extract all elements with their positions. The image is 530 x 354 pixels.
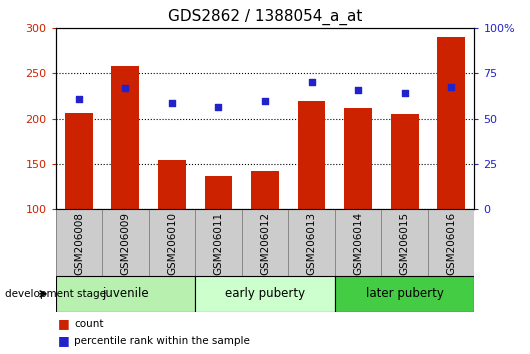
Text: later puberty: later puberty xyxy=(366,287,444,300)
Text: GSM206016: GSM206016 xyxy=(446,212,456,275)
Bar xyxy=(428,209,474,276)
Point xyxy=(400,91,409,96)
Text: GDS2862 / 1388054_a_at: GDS2862 / 1388054_a_at xyxy=(168,9,362,25)
Bar xyxy=(381,209,428,276)
Text: GSM206014: GSM206014 xyxy=(353,212,363,275)
Text: development stage: development stage xyxy=(5,289,107,299)
Text: GSM206008: GSM206008 xyxy=(74,212,84,275)
Text: early puberty: early puberty xyxy=(225,287,305,300)
Text: GSM206011: GSM206011 xyxy=(214,212,224,275)
Text: juvenile: juvenile xyxy=(102,287,149,300)
Bar xyxy=(195,209,242,276)
Bar xyxy=(102,209,149,276)
Bar xyxy=(297,102,325,209)
Bar xyxy=(149,209,195,276)
Point xyxy=(75,96,83,102)
Bar xyxy=(205,176,233,209)
Bar xyxy=(65,113,93,209)
Bar xyxy=(335,209,381,276)
Point xyxy=(214,104,223,110)
Point xyxy=(121,85,130,91)
Point xyxy=(167,101,176,106)
Bar xyxy=(251,171,279,209)
Point xyxy=(307,80,316,85)
Point xyxy=(447,84,455,90)
Text: count: count xyxy=(74,319,104,329)
Bar xyxy=(288,209,335,276)
Bar xyxy=(437,38,465,209)
Bar xyxy=(111,66,139,209)
Bar xyxy=(242,209,288,276)
Bar xyxy=(344,108,372,209)
Bar xyxy=(195,276,335,312)
Text: GSM206009: GSM206009 xyxy=(120,212,130,275)
Text: GSM206013: GSM206013 xyxy=(306,212,316,275)
Bar xyxy=(335,276,474,312)
Text: ■: ■ xyxy=(58,334,70,347)
Point xyxy=(261,99,269,104)
Bar xyxy=(56,276,195,312)
Bar xyxy=(158,160,186,209)
Point xyxy=(354,87,363,92)
Text: percentile rank within the sample: percentile rank within the sample xyxy=(74,336,250,346)
Bar xyxy=(391,114,419,209)
Text: ■: ■ xyxy=(58,318,70,330)
Text: GSM206015: GSM206015 xyxy=(400,212,410,275)
Text: GSM206010: GSM206010 xyxy=(167,212,177,275)
Bar xyxy=(56,209,102,276)
Text: GSM206012: GSM206012 xyxy=(260,212,270,275)
